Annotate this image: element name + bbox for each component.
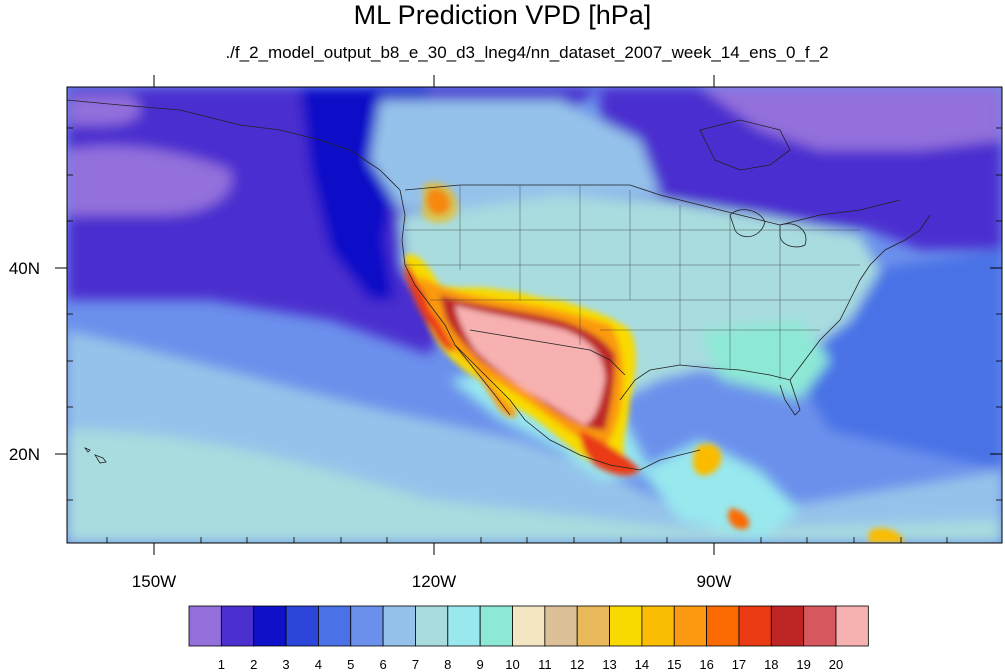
hudson-bay <box>699 119 791 171</box>
colorbar-swatch <box>317 605 352 647</box>
boundaries <box>67 99 931 471</box>
caribbean-orange <box>868 528 905 543</box>
colorbar-label: 2 <box>250 657 257 672</box>
colorbar-swatch <box>447 605 481 647</box>
colorbar-swatch <box>803 605 837 647</box>
us-canada-border <box>404 184 901 226</box>
tropical-ocean-light <box>67 430 1002 543</box>
colorbar-label: 13 <box>602 657 616 672</box>
colorbar-label: 11 <box>538 657 552 672</box>
canada-land-light <box>370 100 660 210</box>
colorbar-swatch <box>835 605 869 647</box>
colorbar-swatch <box>285 605 319 647</box>
map-frame <box>66 86 1003 544</box>
central-america-light <box>640 440 800 540</box>
oregon-hotspot-outer <box>422 181 459 224</box>
colorbar-label: 18 <box>764 657 778 672</box>
colorbar-swatch <box>350 605 384 647</box>
hudson-purple <box>700 87 1002 150</box>
colorbar-swatch <box>479 605 513 647</box>
colorbar-label: 17 <box>732 657 746 672</box>
colorbar-label: 5 <box>347 657 354 672</box>
central-america-orange <box>728 508 750 530</box>
colorbar-swatch <box>512 605 546 647</box>
y-tick-label-20n: 20N <box>9 445 40 464</box>
colorbar-swatch <box>641 605 675 647</box>
colorbar-label: 19 <box>796 657 810 672</box>
colorbar-swatch <box>220 605 255 647</box>
gulf-alaska-purple <box>70 95 140 125</box>
colorbar-label: 1 <box>218 657 225 672</box>
colorbar-swatch <box>188 605 222 647</box>
alaska-coast <box>67 99 401 191</box>
colorbar-label: 12 <box>570 657 584 672</box>
colorbar-label: 20 <box>829 657 843 672</box>
baja-coast <box>454 344 511 416</box>
colorbar-label: 3 <box>282 657 289 672</box>
colorbar-label: 14 <box>635 657 649 672</box>
colorbar-label: 4 <box>315 657 322 672</box>
north-pacific-purple <box>67 146 232 215</box>
gulf-coast <box>619 364 791 401</box>
y-tick-label-40n: 40N <box>9 259 40 278</box>
map-title: ML Prediction VPD [hPa] <box>353 0 652 30</box>
colorbar-label: 16 <box>699 657 713 672</box>
us-mexico-border <box>469 329 626 376</box>
colorbar-swatch <box>609 605 643 647</box>
colorbar-swatch <box>576 605 610 647</box>
california-coast-red <box>405 260 455 352</box>
colorbar-swatch <box>415 605 449 647</box>
colorbar-label: 15 <box>667 657 681 672</box>
mexico-south-orange <box>580 430 640 476</box>
southeast-cyan <box>700 320 830 400</box>
colorbar: 1 2 3 4 5 6 7 8 9 10 11 12 13 14 15 16 17 18 19 20 <box>188 605 869 672</box>
x-tick-label-90w: 90W <box>697 572 732 591</box>
great-lakes <box>729 209 807 248</box>
colorbar-swatch <box>544 605 578 647</box>
colorbar-swatch <box>253 605 287 647</box>
minor-ticks <box>67 127 1002 543</box>
colorbar-swatch <box>673 605 707 647</box>
yucatan-orange <box>692 443 722 476</box>
mexico-coast <box>524 419 701 471</box>
southwest-pink <box>455 305 605 425</box>
colorbar-label: 9 <box>477 657 484 672</box>
x-tick-label-120w: 120W <box>412 572 456 591</box>
major-ticks <box>55 75 1002 555</box>
colorbar-label: 8 <box>444 657 451 672</box>
colorbar-label: 6 <box>379 657 386 672</box>
state-lines <box>405 185 860 380</box>
colorbar-swatch <box>770 605 805 647</box>
florida-coast <box>779 379 801 416</box>
colorbar-label: 10 <box>505 657 519 672</box>
vpd-field <box>67 87 1002 543</box>
colorbar-swatch <box>738 605 772 647</box>
west-coast <box>399 189 526 421</box>
colorbar-swatch <box>706 605 740 647</box>
east-coast <box>789 214 931 381</box>
hawaii <box>83 447 107 464</box>
map-subtitle: ./f_2_model_output_b8_e_30_d3_lneg4/nn_d… <box>225 43 829 62</box>
x-tick-label-150w: 150W <box>132 572 176 591</box>
colorbar-swatch <box>382 605 416 647</box>
colorbar-label: 7 <box>412 657 419 672</box>
baja-orange <box>470 355 517 418</box>
